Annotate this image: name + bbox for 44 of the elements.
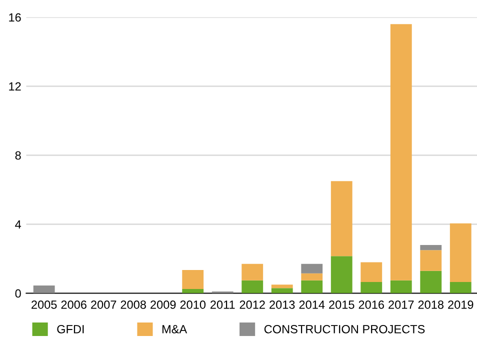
- bar: [182, 270, 204, 289]
- x-tick-label: 2016: [358, 300, 384, 309]
- bar: [390, 24, 412, 280]
- x-tick-label: 2018: [418, 300, 444, 309]
- y-tick-label: 4: [15, 220, 22, 229]
- legend-label: GFDI: [57, 324, 84, 334]
- bar: [301, 280, 323, 294]
- bar: [420, 270, 442, 294]
- x-tick-label: 2008: [120, 300, 146, 309]
- x-tick-label: 2013: [270, 300, 295, 309]
- y-tick-label: 8: [15, 151, 21, 160]
- bar: [33, 285, 55, 294]
- x-tick-label: 2006: [61, 300, 86, 309]
- y-tick-label: 12: [9, 82, 21, 91]
- legend-label: CONSTRUCTION PROJECTS: [264, 324, 425, 334]
- bar: [330, 256, 352, 294]
- x-tick-label: 2017: [388, 300, 414, 309]
- bar: [420, 244, 442, 250]
- bar: [360, 282, 382, 294]
- y-tick-label: 0: [15, 289, 21, 298]
- bar: [390, 280, 412, 294]
- legend-label: M&A: [162, 325, 188, 334]
- bar: [301, 273, 323, 280]
- bar: [301, 264, 323, 274]
- x-tick-label: 2015: [329, 300, 354, 309]
- bar: [420, 250, 442, 271]
- x-tick-label: 2007: [91, 300, 116, 309]
- bar: [182, 288, 204, 294]
- x-tick-label: 2011: [210, 300, 235, 309]
- bar: [360, 262, 382, 282]
- x-tick-label: 2012: [240, 300, 265, 309]
- x-tick-label: 2014: [299, 300, 325, 309]
- bar: [330, 181, 352, 256]
- bar: [450, 223, 472, 282]
- bar: [242, 264, 264, 280]
- bar: [450, 282, 472, 294]
- x-tick-label: 2010: [180, 300, 206, 309]
- bar: [271, 288, 293, 294]
- x-tick-label: 2005: [32, 300, 57, 309]
- y-tick-label: 16: [9, 13, 21, 22]
- bar: [271, 284, 293, 288]
- x-tick-label: 2019: [448, 300, 474, 309]
- x-tick-label: 2009: [150, 300, 176, 309]
- bar: [242, 280, 264, 294]
